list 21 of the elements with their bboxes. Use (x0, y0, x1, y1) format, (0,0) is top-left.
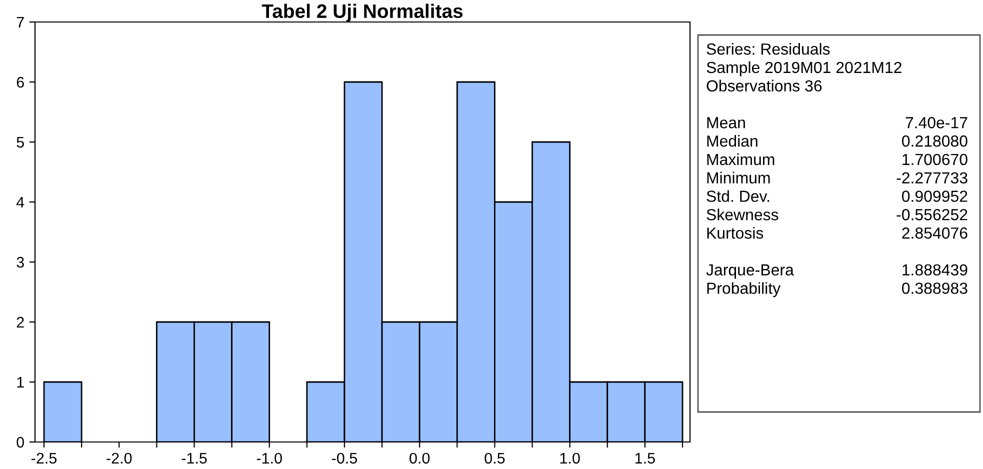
chart-title: Tabel 2 Uji Normalitas (262, 4, 463, 22)
x-tick-label: -1.5 (182, 452, 207, 464)
x-tick-label: 0.5 (484, 452, 505, 464)
x-tick-label: -0.5 (332, 452, 357, 464)
y-tick-label: 4 (16, 197, 24, 208)
x-tick-label: 0.0 (410, 452, 430, 464)
y-tick-label: 5 (16, 137, 24, 148)
y-tick-label: 6 (16, 76, 24, 88)
y-tick-label: 1 (17, 377, 24, 388)
x-tick-label: 1.0 (560, 452, 580, 464)
y-tick-label: 7 (16, 17, 24, 28)
text: Mean 7.40e-17 Median 0.218080 Maximum 1.700670 Minimum -2.277733 Std. Dev. 0.909952 Skewness -0.556252 Kurtosis 2.854076 (706, 117, 968, 239)
text: Jarque-Bera 1.888439 Probability 0.388983 (706, 264, 968, 298)
x-tick-label: 1.5 (635, 452, 655, 464)
x-tick-label: -2.5 (32, 452, 57, 464)
x-tick-label: -2.0 (106, 452, 132, 464)
text: Series: Residuals Sample 2019M01 2021M12 Observations 36 (706, 43, 902, 92)
y-tick-label: 2 (16, 316, 24, 328)
y-tick-label: 3 (16, 256, 24, 268)
y-tick-label: 0 (16, 436, 24, 448)
x-tick-label: -1.0 (256, 452, 282, 464)
